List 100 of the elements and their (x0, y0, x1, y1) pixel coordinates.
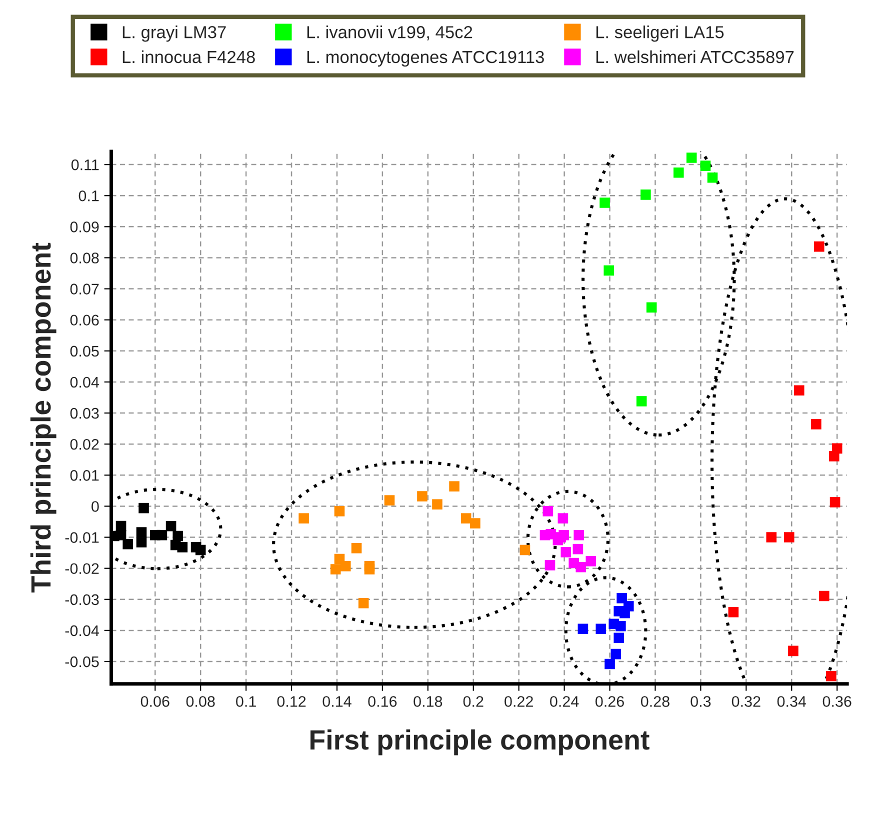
point (828, 451, 840, 462)
point (358, 598, 369, 608)
y-tick-label: 0.03 (70, 408, 99, 419)
point (596, 624, 606, 634)
point (449, 481, 460, 492)
point (432, 499, 442, 510)
y-tick-label: 0.09 (70, 222, 99, 232)
point (340, 561, 351, 572)
point (470, 518, 480, 528)
point (686, 152, 697, 163)
legend-label: L. grayi LM37 (122, 26, 226, 42)
legend-label: L. monocytogenes ATCC19113 (307, 50, 544, 67)
y-axis-title: Third principle component (30, 242, 56, 593)
point (604, 265, 614, 276)
y-tick-label: -0.02 (65, 563, 99, 574)
x-tick-label: 0.28 (640, 696, 670, 707)
point (707, 172, 718, 183)
point (574, 530, 584, 540)
point (542, 506, 554, 516)
point (700, 160, 711, 171)
y-tick-label: 0.02 (70, 438, 99, 450)
y-tick-label: -0.05 (65, 656, 99, 668)
y-tick-label: 0.07 (70, 284, 99, 294)
legend-label: L. ivanovii v199, 45c2 (307, 26, 472, 40)
point (578, 624, 588, 634)
point (116, 530, 126, 540)
x-tick-label: 0.18 (414, 696, 442, 707)
point (586, 556, 596, 566)
point (177, 542, 188, 552)
x-tick-label: 0.12 (277, 696, 306, 707)
y-tick-label: 0.05 (70, 346, 99, 357)
x-tick-label: 0.16 (368, 696, 397, 707)
y-tick-label: 0 (92, 501, 99, 512)
point (172, 530, 184, 542)
x-tick-label: 0.34 (777, 696, 806, 707)
x-tick-label: 0.1 (236, 696, 256, 707)
x-tick-label: 0.14 (322, 696, 352, 707)
point (814, 241, 824, 252)
y-tick-label: 0.1 (78, 190, 99, 202)
y-tick-label: 0.11 (71, 159, 99, 170)
point (138, 502, 149, 514)
x-tick-label: 0.08 (186, 696, 215, 707)
legend-label: L. innocua F4248 (122, 50, 255, 64)
legend-label: L. welshimeri ATCC35897 (596, 50, 794, 64)
point (166, 520, 176, 532)
point (330, 564, 341, 574)
point (616, 620, 626, 632)
y-tick-label: -0.04 (65, 625, 100, 636)
x-tick-label: 0.06 (140, 696, 170, 707)
point (784, 532, 794, 542)
point (560, 547, 572, 558)
point (728, 606, 739, 618)
x-tick-label: 0.3 (690, 696, 711, 707)
point (556, 532, 566, 542)
point (520, 544, 530, 556)
point (818, 590, 830, 602)
point (636, 396, 647, 406)
point (364, 564, 375, 574)
point (558, 513, 568, 524)
point (195, 544, 206, 556)
y-tick-label: -0.03 (65, 594, 99, 606)
point (604, 658, 615, 670)
legend-label: L. seeligeri LA15 (596, 26, 724, 42)
point (600, 198, 610, 208)
x-tick-label: 0.26 (596, 696, 624, 707)
point (576, 562, 586, 572)
point (351, 542, 362, 554)
point (298, 513, 309, 524)
y-tick-label: 0.01 (70, 470, 99, 481)
x-tick-label: 0.24 (550, 696, 579, 707)
x-axis-title: First principle component (310, 729, 650, 756)
point (122, 538, 133, 550)
point (136, 527, 147, 538)
point (614, 632, 624, 644)
x-tick-label: 0.2 (463, 696, 484, 707)
y-tick-label: 0.06 (70, 314, 99, 326)
point (673, 167, 684, 178)
point (826, 670, 836, 682)
point (640, 190, 651, 200)
point (334, 506, 345, 516)
x-tick-label: 0.36 (822, 696, 852, 707)
y-tick-label: 0.08 (70, 252, 99, 264)
point (811, 419, 822, 430)
point (616, 592, 627, 604)
y-tick-label: -0.01 (65, 532, 99, 543)
point (830, 497, 840, 508)
point (646, 302, 657, 313)
point (766, 532, 777, 542)
point (788, 646, 798, 656)
y-tick-label: 0.04 (70, 376, 99, 388)
point (156, 530, 168, 540)
point (384, 495, 395, 506)
point (572, 544, 584, 554)
point (460, 513, 472, 524)
point (544, 560, 556, 570)
x-tick-label: 0.32 (732, 696, 760, 707)
point (136, 537, 147, 548)
x-tick-label: 0.22 (504, 696, 533, 707)
point (417, 491, 428, 502)
point (794, 385, 804, 396)
